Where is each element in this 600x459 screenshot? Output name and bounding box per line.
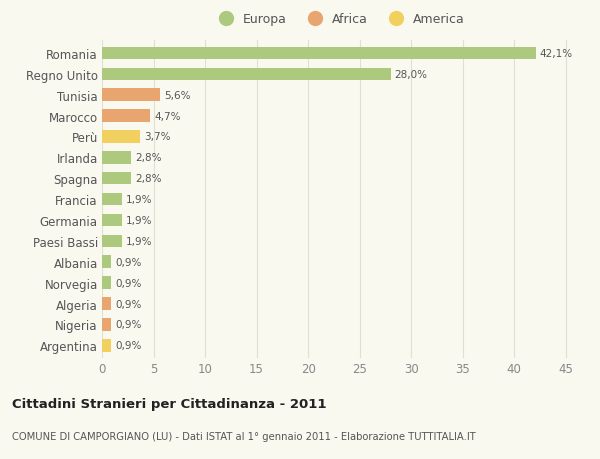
Bar (102, 152, 131, 164)
Bar (102, 89, 160, 102)
Bar (102, 277, 111, 289)
Text: 2,8%: 2,8% (135, 174, 161, 184)
Text: 0,9%: 0,9% (115, 257, 142, 267)
Bar (102, 48, 536, 60)
Text: 0,9%: 0,9% (115, 341, 142, 351)
Bar (102, 131, 140, 143)
Text: 1,9%: 1,9% (126, 216, 152, 225)
Text: 5,6%: 5,6% (164, 90, 190, 101)
Legend: Europa, Africa, America: Europa, Africa, America (209, 10, 469, 30)
Text: 1,9%: 1,9% (126, 195, 152, 205)
Bar (102, 193, 122, 206)
Text: COMUNE DI CAMPORGIANO (LU) - Dati ISTAT al 1° gennaio 2011 - Elaborazione TUTTIT: COMUNE DI CAMPORGIANO (LU) - Dati ISTAT … (12, 431, 476, 442)
Bar (102, 297, 111, 310)
Bar (102, 339, 111, 352)
Bar (102, 173, 131, 185)
Bar (102, 110, 151, 123)
Bar (102, 256, 111, 269)
Text: 1,9%: 1,9% (126, 236, 152, 246)
Bar (102, 214, 122, 227)
Bar (102, 235, 122, 247)
Text: 42,1%: 42,1% (540, 49, 573, 59)
Text: 3,7%: 3,7% (144, 132, 171, 142)
Bar (102, 319, 111, 331)
Text: 2,8%: 2,8% (135, 153, 161, 163)
Bar (102, 68, 391, 81)
Text: 0,9%: 0,9% (115, 299, 142, 309)
Text: 4,7%: 4,7% (155, 112, 181, 121)
Text: 0,9%: 0,9% (115, 319, 142, 330)
Text: 28,0%: 28,0% (395, 70, 428, 80)
Text: Cittadini Stranieri per Cittadinanza - 2011: Cittadini Stranieri per Cittadinanza - 2… (12, 397, 326, 410)
Text: 0,9%: 0,9% (115, 278, 142, 288)
